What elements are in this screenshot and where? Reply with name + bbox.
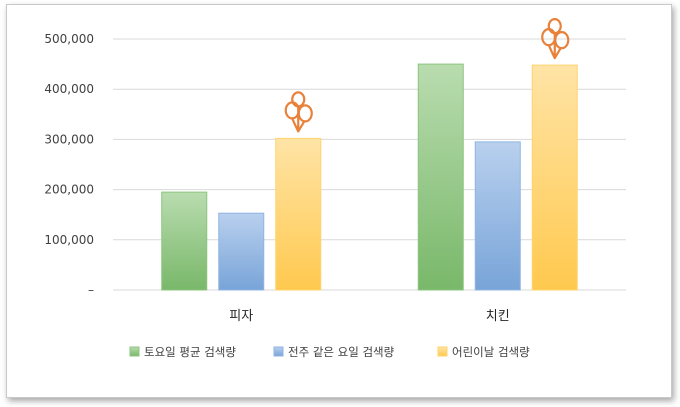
y-tick-label: 300,000 xyxy=(44,132,94,146)
legend-label: 토요일 평균 검색량 xyxy=(144,345,236,359)
x-category-label: 피자 xyxy=(229,309,253,324)
bar xyxy=(417,63,464,291)
x-axis-labels: 피자 치킨 xyxy=(229,309,509,324)
x-category-label: 치킨 xyxy=(486,309,510,324)
bar xyxy=(161,191,208,291)
balloon-icon xyxy=(541,18,570,60)
annotations xyxy=(284,18,570,133)
legend-swatch xyxy=(273,346,284,357)
y-tick-label: 500,000 xyxy=(44,32,94,46)
legend-swatch xyxy=(129,346,140,357)
y-axis-ticks: – 100,000 200,000 300,000 400,000 500,000 xyxy=(44,32,94,297)
y-tick-label: 400,000 xyxy=(44,82,94,96)
bar xyxy=(474,141,521,291)
legend-swatch xyxy=(437,346,448,357)
bar xyxy=(218,212,265,291)
bars xyxy=(161,63,578,291)
legend-label: 전주 같은 요일 검색량 xyxy=(288,345,395,359)
legend: 토요일 평균 검색량 전주 같은 요일 검색량 어린이날 검색량 xyxy=(129,345,530,359)
bar xyxy=(275,137,322,291)
y-tick-label: 200,000 xyxy=(44,183,94,197)
legend-label: 어린이날 검색량 xyxy=(452,345,530,359)
bar xyxy=(531,64,578,291)
balloon-icon xyxy=(284,91,313,133)
y-tick-label: 100,000 xyxy=(44,233,94,247)
y-tick-label: – xyxy=(88,283,94,297)
